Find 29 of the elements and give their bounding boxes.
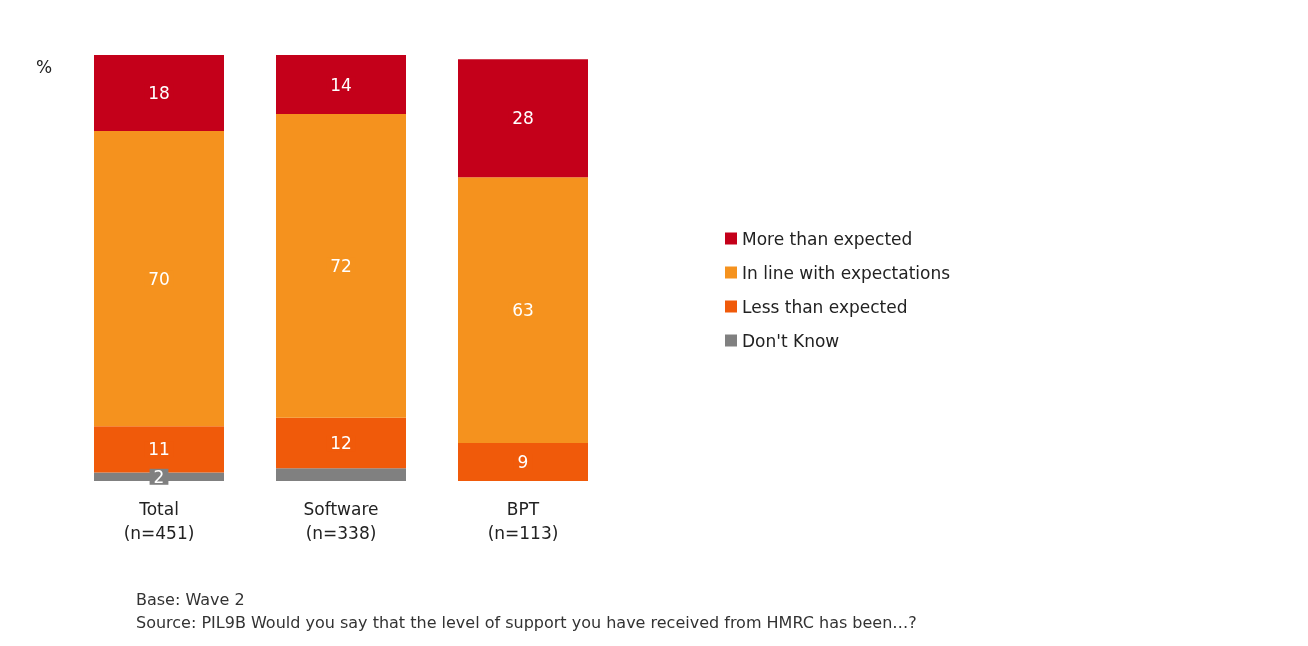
data-label: 18	[148, 82, 170, 103]
y-axis-title: %	[36, 56, 53, 77]
data-label: 63	[512, 300, 534, 321]
x-tick-label: BPT (n=113)	[487, 499, 559, 543]
source-note: Source: PIL9B Would you say that the level of support you have received from HMRC has been…?	[136, 612, 917, 632]
bar	[458, 59, 588, 178]
data-label: 12	[330, 433, 352, 454]
bar	[276, 114, 406, 418]
data-label: 11	[148, 439, 170, 460]
data-label: 28	[512, 108, 534, 129]
bar	[94, 130, 224, 427]
bar	[458, 443, 588, 481]
data-label: 70	[148, 268, 170, 289]
data-label: 14	[330, 74, 352, 95]
data-label: 72	[330, 255, 352, 276]
data-label: 2	[153, 466, 165, 487]
legend-label: Don't Know	[742, 330, 840, 351]
bar	[276, 468, 406, 481]
text: Base: Wave 2	[136, 589, 245, 609]
bar	[276, 55, 406, 115]
x-tick-label: Software (n=338)	[303, 499, 379, 543]
legend-label: In line with expectations	[742, 262, 951, 283]
legend-label: Less than expected	[742, 296, 908, 317]
data-label: 9	[517, 452, 529, 473]
bar	[458, 177, 588, 444]
x-tick-label: Total (n=451)	[123, 499, 195, 543]
bar	[94, 55, 224, 131]
legend-label: More than expected	[742, 228, 913, 249]
bar	[276, 417, 406, 469]
